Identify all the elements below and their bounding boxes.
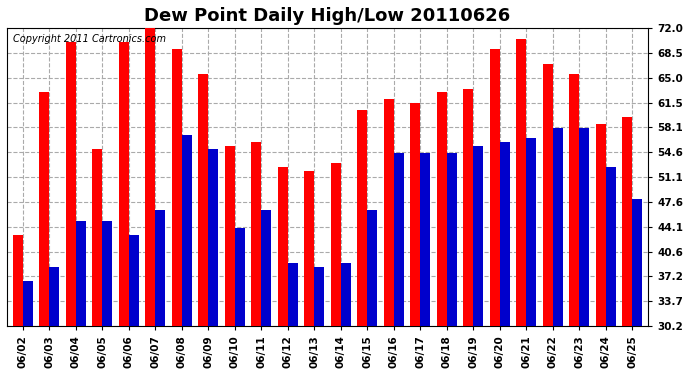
Bar — [526, 138, 536, 375]
Bar — [490, 49, 500, 375]
Bar — [277, 167, 288, 375]
Bar — [553, 128, 563, 375]
Bar — [606, 167, 615, 375]
Title: Dew Point Daily High/Low 20110626: Dew Point Daily High/Low 20110626 — [144, 7, 511, 25]
Bar — [304, 171, 314, 375]
Bar — [314, 267, 324, 375]
Bar — [542, 64, 553, 375]
Bar — [119, 42, 129, 375]
Bar — [622, 117, 632, 375]
Bar — [251, 142, 262, 375]
Bar — [23, 281, 33, 375]
Bar — [420, 153, 431, 375]
Bar — [262, 210, 271, 375]
Bar — [76, 220, 86, 375]
Bar — [198, 74, 208, 375]
Bar — [394, 153, 404, 375]
Bar — [331, 164, 341, 375]
Bar — [39, 92, 49, 375]
Bar — [341, 263, 351, 375]
Bar — [357, 110, 367, 375]
Bar — [500, 142, 510, 375]
Bar — [208, 149, 218, 375]
Bar — [288, 263, 298, 375]
Bar — [172, 49, 181, 375]
Bar — [181, 135, 192, 375]
Bar — [145, 21, 155, 375]
Bar — [235, 228, 245, 375]
Bar — [437, 92, 446, 375]
Bar — [155, 210, 166, 375]
Bar — [129, 235, 139, 375]
Bar — [367, 210, 377, 375]
Bar — [473, 146, 483, 375]
Bar — [102, 220, 112, 375]
Bar — [13, 235, 23, 375]
Bar — [92, 149, 102, 375]
Bar — [384, 99, 394, 375]
Bar — [225, 146, 235, 375]
Bar — [410, 103, 420, 375]
Bar — [595, 124, 606, 375]
Bar — [569, 74, 579, 375]
Bar — [66, 42, 76, 375]
Bar — [579, 128, 589, 375]
Bar — [446, 153, 457, 375]
Bar — [516, 39, 526, 375]
Bar — [49, 267, 59, 375]
Bar — [463, 88, 473, 375]
Text: Copyright 2011 Cartronics.com: Copyright 2011 Cartronics.com — [13, 34, 166, 44]
Bar — [632, 199, 642, 375]
